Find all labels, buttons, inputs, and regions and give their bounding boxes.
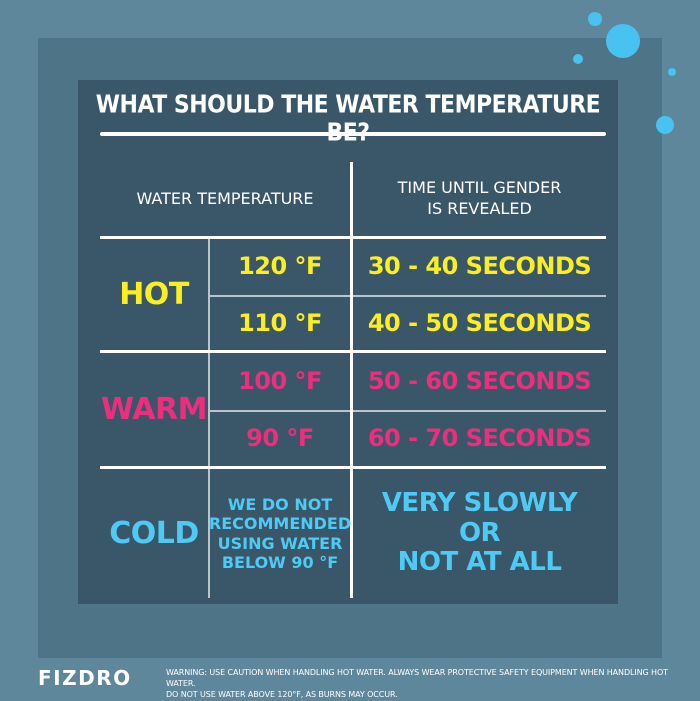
- time-value: 60 - 70 SECONDS: [367, 424, 592, 453]
- content-panel: [78, 80, 618, 604]
- bubble-decoration: [606, 24, 640, 58]
- header-time-until-revealed: TIME UNTIL GENDER IS REVEALED: [353, 162, 606, 236]
- note-line: WE DO NOT: [227, 495, 333, 515]
- category-hot: HOT: [119, 276, 189, 312]
- temp-value: 100 °F: [238, 366, 322, 395]
- time-value: 40 - 50 SECONDS: [367, 308, 592, 337]
- header-label-line-1: TIME UNTIL GENDER: [397, 178, 562, 198]
- category-warm: WARM: [101, 391, 207, 427]
- safety-warning: WARNING: USE CAUTION WHEN HANDLING HOT W…: [166, 667, 686, 701]
- warning-line-2: DO NOT USE WATER ABOVE 120°F, AS BURNS M…: [166, 690, 398, 700]
- bubble-decoration: [656, 116, 674, 134]
- title-underline: [100, 132, 606, 136]
- note-line: USING WATER: [217, 533, 343, 553]
- time-line: VERY SLOWLY: [381, 487, 578, 518]
- time-line: NOT AT ALL: [397, 547, 562, 578]
- bubble-decoration: [588, 12, 602, 26]
- temp-value: 110 °F: [238, 308, 322, 337]
- time-line: OR: [458, 517, 501, 548]
- group-divider: [100, 466, 606, 469]
- temp-value: 90 °F: [246, 424, 314, 453]
- column-divider: [350, 162, 353, 598]
- category-cold: COLD: [109, 515, 199, 551]
- header-divider: [100, 236, 606, 239]
- temp-value: 120 °F: [238, 252, 322, 281]
- header-label-line-2: IS REVEALED: [427, 199, 532, 218]
- time-value: 30 - 40 SECONDS: [367, 252, 592, 281]
- row-divider: [210, 410, 606, 412]
- time-value: 50 - 60 SECONDS: [367, 366, 592, 395]
- header-label: WATER TEMPERATURE: [136, 188, 314, 208]
- note-line: BELOW 90 °F: [221, 552, 339, 572]
- sub-column-divider: [208, 238, 210, 598]
- row-divider: [210, 295, 606, 297]
- bubble-decoration: [668, 68, 676, 76]
- header-water-temperature: WATER TEMPERATURE: [100, 162, 350, 236]
- group-divider: [100, 350, 606, 353]
- brand-logo: FIZDRO: [38, 666, 132, 690]
- cold-recommendation-note: WE DO NOT RECOMMENDED USING WATER BELOW …: [208, 469, 352, 598]
- bubble-decoration: [573, 54, 583, 64]
- page-title: WHAT SHOULD THE WATER TEMPERATURE BE?: [95, 91, 601, 147]
- note-line: RECOMMENDED: [208, 514, 352, 534]
- cold-time-value: VERY SLOWLY OR NOT AT ALL: [353, 469, 606, 598]
- warning-line-1: WARNING: USE CAUTION WHEN HANDLING HOT W…: [166, 668, 668, 689]
